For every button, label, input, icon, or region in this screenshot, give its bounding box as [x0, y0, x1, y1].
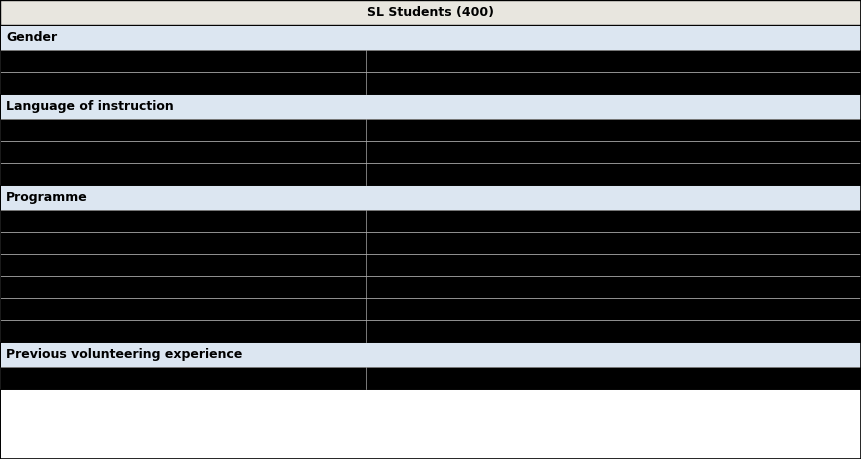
Bar: [0, 141, 861, 163]
Bar: [0, 298, 861, 320]
Text: Previous volunteering experience: Previous volunteering experience: [6, 348, 243, 361]
Text: Language of instruction: Language of instruction: [6, 100, 174, 113]
Bar: [0, 72, 861, 94]
Bar: [0, 389, 861, 459]
Bar: [0, 276, 861, 298]
Bar: [0, 25, 861, 50]
Bar: [0, 232, 861, 254]
Text: SL Students (400): SL Students (400): [367, 6, 494, 19]
Bar: [0, 367, 861, 389]
Bar: [0, 210, 861, 232]
Bar: [0, 254, 861, 276]
Bar: [0, 320, 861, 342]
Bar: [0, 94, 861, 119]
Text: Gender: Gender: [6, 31, 57, 44]
Bar: [0, 50, 861, 72]
Bar: [0, 185, 861, 210]
Bar: [0, 0, 861, 25]
Bar: [0, 119, 861, 141]
Bar: [0, 163, 861, 185]
Text: Programme: Programme: [6, 191, 88, 204]
Bar: [0, 342, 861, 367]
